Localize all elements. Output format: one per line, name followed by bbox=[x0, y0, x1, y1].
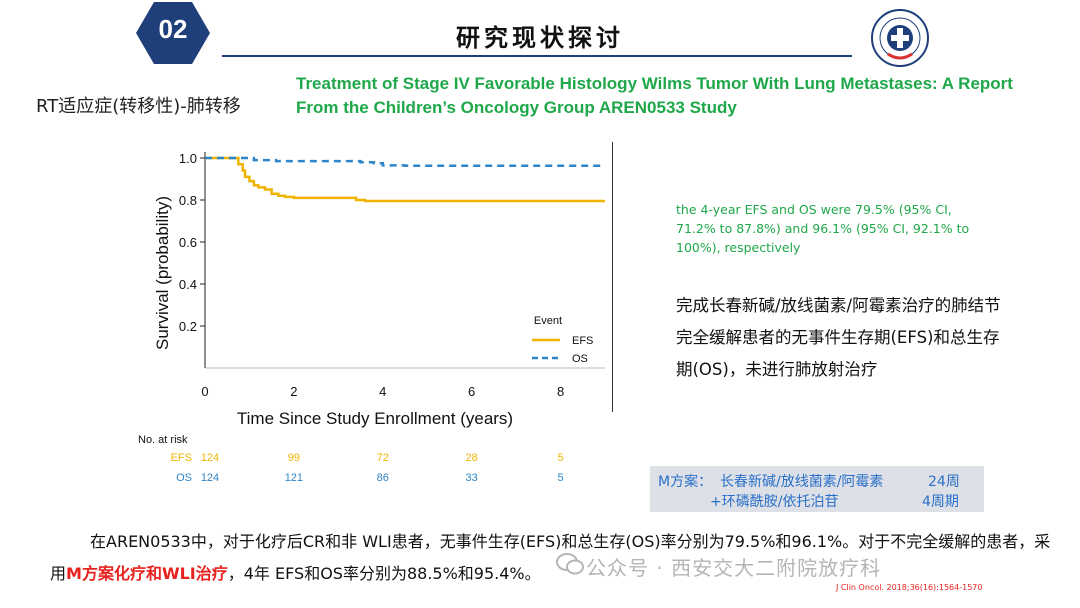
chart-series bbox=[205, 156, 605, 203]
x-tick-label: 2 bbox=[290, 384, 297, 399]
at-risk-value: 5 bbox=[557, 472, 564, 484]
at-risk-value: 121 bbox=[284, 472, 304, 484]
wechat-icon bbox=[556, 553, 584, 575]
at-risk-value: 28 bbox=[465, 452, 478, 464]
x-tick-label: 6 bbox=[468, 384, 475, 399]
section-label: RT适应症(转移性)-肺转移 bbox=[36, 96, 241, 117]
at-risk-value: 86 bbox=[376, 472, 389, 484]
y-tick-label: 0.6 bbox=[179, 235, 197, 250]
regimen-duration-1: 24周 bbox=[928, 474, 960, 490]
regimen-box: M方案： 长春新碱/放线菌素/阿霉素 24周 +环磷酰胺/依托泊苷 4周期 bbox=[650, 466, 984, 512]
legend-title: Event bbox=[534, 315, 562, 327]
at-risk-value: 124 bbox=[200, 472, 220, 484]
summary-highlight: M方案化疗和WLI治疗 bbox=[66, 564, 228, 583]
y-tick-label: 0.4 bbox=[179, 277, 197, 292]
chinese-description: 完成长春新碱/放线菌素/阿霉素治疗的肺结节完全缓解患者的无事件生存期(EFS)和… bbox=[676, 296, 1001, 379]
hospital-logo-icon bbox=[871, 9, 929, 67]
bottom-summary: 在AREN0533中，对于化疗后CR和非 WLI患者，无事件生存(EFS)和总生… bbox=[50, 526, 1060, 590]
at-risk-label: No. at risk bbox=[138, 434, 188, 446]
watermark-text: 公众号 · 西安交大二附院放疗科 bbox=[586, 556, 882, 580]
paper-title: Treatment of Stage IV Favorable Histolog… bbox=[296, 74, 1013, 117]
series-line-efs bbox=[205, 156, 605, 203]
y-tick-label: 1.0 bbox=[179, 151, 197, 166]
y-axis-label: Survival (probability) bbox=[153, 196, 172, 350]
survival-stats-text: the 4-year EFS and OS were 79.5% (95% CI… bbox=[676, 202, 970, 255]
at-risk-table: No. at risk EFS 124 99 72 28 5 OS 124 121 86 33 5 bbox=[120, 432, 620, 492]
y-tick-label: 0.8 bbox=[179, 193, 197, 208]
x-tick-label: 8 bbox=[557, 384, 564, 399]
at-risk-value: 33 bbox=[465, 472, 478, 484]
title-underline bbox=[222, 55, 852, 57]
x-tick-label: 0 bbox=[201, 384, 208, 399]
at-risk-value: 5 bbox=[557, 452, 564, 464]
at-risk-value: 72 bbox=[376, 452, 389, 464]
summary-part-2: ，4年 EFS和OS率分别为88.5%和95.4%。 bbox=[227, 564, 541, 583]
regimen-drugs-2: +环磷酰胺/依托泊苷 bbox=[710, 494, 839, 510]
at-risk-value: 124 bbox=[200, 452, 220, 464]
regimen-label: M方案： bbox=[658, 474, 713, 490]
at-risk-row-label: EFS bbox=[170, 452, 192, 464]
page-title: 研究现状探讨 bbox=[456, 24, 624, 52]
chart-axes: 0.2 0.4 0.6 0.8 1.0 0 2 4 6 8 Time Since Study Enr… bbox=[153, 151, 605, 428]
survival-chart: 0.2 0.4 0.6 0.8 1.0 0 2 4 6 8 Time Since Study Enr… bbox=[153, 151, 605, 428]
regimen-drugs-1: 长春新碱/放线菌素/阿霉素 bbox=[720, 474, 884, 490]
legend-label-os: OS bbox=[572, 353, 588, 365]
x-axis-label: Time Since Study Enrollment (years) bbox=[237, 409, 513, 428]
x-tick-label: 4 bbox=[379, 384, 386, 399]
regimen-duration-2: 4周期 bbox=[922, 494, 959, 510]
summary-part-1: 在AREN0533中，对于化疗后CR和非 WLI患者，无事件生存(EFS)和总生… bbox=[50, 532, 1051, 583]
section-number-badge bbox=[136, 2, 210, 64]
at-risk-row-label: OS bbox=[176, 472, 192, 484]
vertical-divider bbox=[612, 142, 613, 412]
y-tick-label: 0.2 bbox=[179, 319, 197, 334]
chart-legend: Event EFS OS bbox=[532, 315, 593, 365]
series-line-os bbox=[205, 156, 605, 168]
legend-label-efs: EFS bbox=[572, 335, 593, 347]
citation: J Clin Oncol. 2018;36(16):1564-1570 bbox=[836, 583, 983, 592]
section-number: 02 bbox=[158, 14, 188, 44]
at-risk-value: 99 bbox=[287, 452, 300, 464]
